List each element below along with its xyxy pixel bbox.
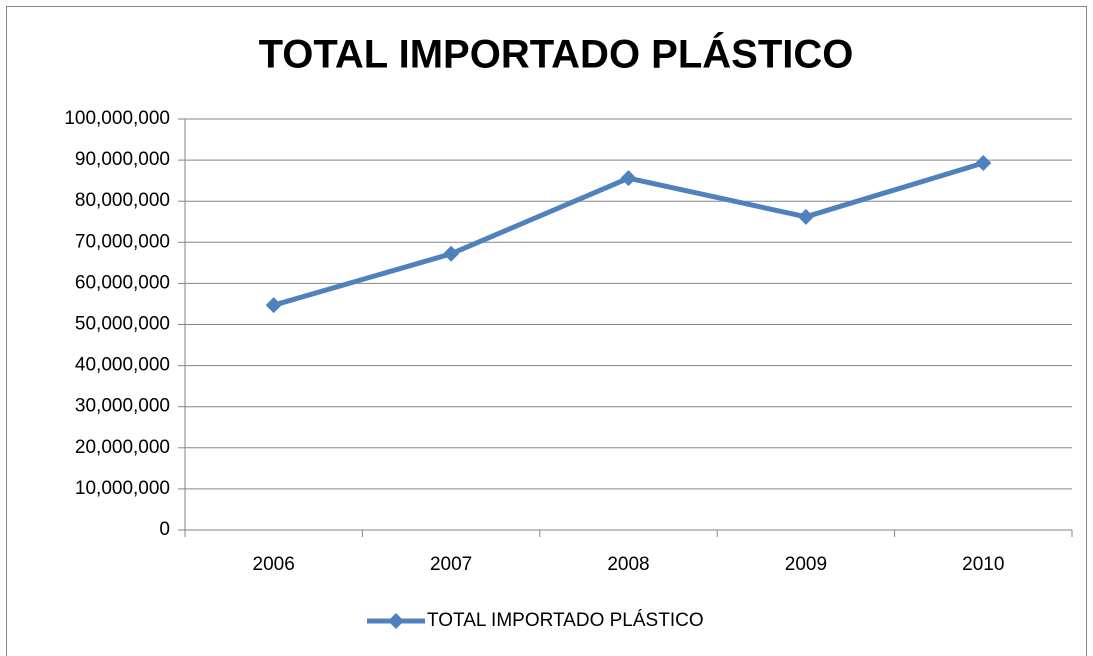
legend-marker bbox=[388, 613, 404, 629]
y-tick-label: 70,000,000 bbox=[75, 231, 170, 252]
y-tick-label: 0 bbox=[159, 519, 170, 540]
data-point bbox=[797, 208, 814, 225]
x-tick-label: 2007 bbox=[430, 554, 472, 575]
data-point bbox=[975, 154, 992, 171]
x-tick-label: 2009 bbox=[785, 554, 827, 575]
chart-title: TOTAL IMPORTADO PLÁSTICO bbox=[259, 32, 854, 77]
y-tick-label: 80,000,000 bbox=[75, 190, 170, 211]
x-tick-label: 2006 bbox=[253, 554, 295, 575]
y-tick-label: 90,000,000 bbox=[75, 149, 170, 170]
y-tick-label: 30,000,000 bbox=[75, 396, 170, 417]
y-tick-label: 20,000,000 bbox=[75, 437, 170, 458]
y-tick-label: 50,000,000 bbox=[75, 314, 170, 335]
chart-frame bbox=[6, 6, 1087, 656]
y-tick-label: 60,000,000 bbox=[75, 272, 170, 293]
y-tick-label: 40,000,000 bbox=[75, 355, 170, 376]
data-point bbox=[265, 297, 282, 314]
data-point bbox=[620, 170, 637, 187]
x-tick-label: 2008 bbox=[607, 554, 649, 575]
y-tick-label: 100,000,000 bbox=[64, 108, 170, 129]
data-point bbox=[443, 245, 460, 262]
legend-label: TOTAL IMPORTADO PLÁSTICO bbox=[427, 610, 704, 631]
y-tick-label: 10,000,000 bbox=[75, 478, 170, 499]
x-tick-label: 2010 bbox=[962, 554, 1004, 575]
